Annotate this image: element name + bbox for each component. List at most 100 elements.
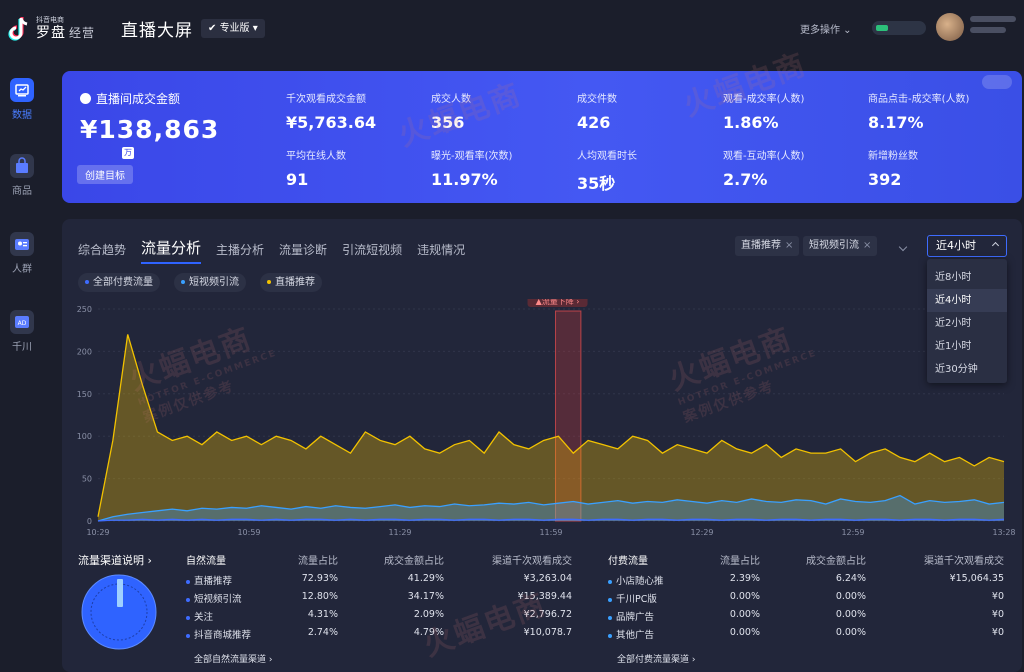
logo-subtitle: 抖音电商	[36, 16, 64, 24]
tab-traffic-diagnosis[interactable]: 流量诊断	[279, 243, 328, 257]
x-tick-label: 12:29	[690, 528, 713, 537]
sidebar-item-label: 商品	[12, 186, 32, 197]
channel-donut-chart	[81, 574, 157, 650]
kpi-hero-card: 直播间成交金额 ¥138,863 万 创建目标 千次观看成交金额 ¥5,763.6…	[62, 71, 1022, 203]
table-row[interactable]: 千川PC版 0.00% 0.00% ¥0	[608, 591, 1004, 605]
x-tick-label: 12:59	[841, 528, 864, 537]
table-row[interactable]: 小店随心推 2.39% 6.24% ¥15,064.35	[608, 573, 1004, 587]
sidebar-item-data[interactable]: 数据	[0, 78, 44, 138]
x-tick-label: 11:29	[388, 528, 411, 537]
main-kpi-value: ¥138,863	[80, 115, 220, 144]
kpi-item: 观看-成交率(人数) 1.86%	[723, 94, 805, 132]
more-operations-menu[interactable]: 更多操作 ⌄	[800, 25, 852, 36]
app-logo[interactable]: 抖音电商 罗盘 经营	[8, 13, 108, 45]
user-card-icon	[10, 232, 34, 256]
all-paid-channels-link[interactable]: 全部付费流量渠道 ›	[617, 655, 696, 665]
traffic-drop-tag	[527, 299, 588, 307]
douyin-logo-icon	[8, 17, 28, 41]
money-icon	[80, 93, 91, 104]
all-natural-channels-link[interactable]: 全部自然流量渠道 ›	[194, 655, 273, 665]
kpi-item: 曝光-观看率(次数) 11.97%	[431, 151, 513, 189]
traffic-drop-band	[555, 310, 582, 522]
shopping-bag-icon	[10, 154, 34, 178]
kpi-item: 新增粉丝数 392	[868, 151, 918, 189]
time-option[interactable]: 近8小时	[935, 272, 972, 283]
y-tick-label: 0	[87, 517, 92, 526]
x-tick-label: 10:59	[237, 528, 260, 537]
svg-text:AD: AD	[18, 320, 27, 327]
y-tick-label: 250	[77, 305, 92, 314]
table-row[interactable]: 品牌广告 0.00% 0.00% ¥0	[608, 609, 1004, 623]
traffic-analysis-panel: 综合趋势 流量分析 主播分析 流量诊断 引流短视频 违规情况 直播推荐 × 短视频…	[62, 219, 1022, 672]
chevron-down-icon[interactable]	[898, 242, 908, 252]
chevron-up-icon	[991, 241, 1000, 250]
tab-violations[interactable]: 违规情况	[417, 243, 466, 257]
tab-traffic-analysis[interactable]: 流量分析	[141, 239, 202, 264]
tab-short-video[interactable]: 引流短视频	[342, 243, 403, 257]
avatar[interactable]	[936, 13, 964, 41]
table-row[interactable]: 直播推荐 72.93% 41.29% ¥3,263.04	[186, 573, 572, 587]
settings-toggle-icon[interactable]	[982, 75, 1012, 89]
analysis-tabs: 综合趋势 流量分析 主播分析 流量诊断 引流短视频 违规情况	[78, 237, 480, 264]
close-icon[interactable]: ×	[863, 240, 872, 251]
kpi-item: 观看-互动率(人数) 2.7%	[723, 151, 805, 189]
tab-overall-trend[interactable]: 综合趋势	[78, 243, 127, 257]
sidebar-item-label: 人群	[12, 264, 32, 275]
x-tick-label: 10:29	[86, 528, 109, 537]
paid-traffic-table: 付费流量 流量占比 成交金额占比 渠道千次观看成交 小店随心推 2.39% 6.24…	[608, 552, 1004, 641]
kpi-item: 商品点击-成交率(人数) 8.17%	[868, 94, 970, 132]
sidebar-item-qianchuan[interactable]: AD 千川	[0, 310, 44, 370]
filter-tag[interactable]: 直播推荐 ×	[735, 236, 800, 256]
status-indicator[interactable]	[872, 21, 926, 35]
time-range-dropdown: 近8小时 近4小时 近2小时 近1小时 近30分钟	[927, 259, 1007, 383]
table-header: 付费流量 流量占比 成交金额占比 渠道千次观看成交	[608, 556, 1004, 567]
traffic-drop-label: ▲流量下降 ›	[536, 299, 580, 306]
close-icon[interactable]: ×	[785, 240, 794, 251]
kpi-item: 人均观看时长 35秒	[577, 151, 637, 193]
filter-tag[interactable]: 短视频引流 ×	[803, 236, 878, 256]
sidebar-item-audience[interactable]: 人群	[0, 232, 44, 292]
top-bar: 抖音电商 罗盘 经营 直播大屏 ✔ 专业版 ▾ 更多操作 ⌄	[0, 0, 1024, 58]
y-tick-label: 100	[77, 432, 92, 441]
series-line	[97, 494, 1005, 522]
sidebar-item-label: 千川	[12, 342, 32, 353]
table-row[interactable]: 短视频引流 12.80% 34.17% ¥15,389.44	[186, 591, 572, 605]
y-tick-label: 200	[77, 347, 92, 356]
time-option[interactable]: 近4小时	[927, 289, 1007, 312]
y-tick-label: 50	[82, 475, 92, 484]
edition-dropdown[interactable]: ✔ 专业版 ▾	[201, 19, 265, 38]
create-goal-button[interactable]: 创建目标	[77, 165, 133, 184]
logo-title: 罗盘 经营	[36, 25, 96, 41]
sidebar-item-label: 数据	[12, 110, 32, 121]
kpi-item: 平均在线人数 91	[286, 151, 346, 189]
sidebar-item-products[interactable]: 商品	[0, 154, 44, 214]
x-tick-label: 11:59	[539, 528, 562, 537]
page-title: 直播大屏	[121, 21, 193, 41]
x-tick-label: 13:28	[992, 528, 1015, 537]
sidebar: 数据 商品 人群 AD 千川	[0, 58, 44, 672]
main-kpi-label: 直播间成交金额	[80, 90, 180, 107]
time-option[interactable]: 近1小时	[935, 341, 972, 352]
user-info[interactable]	[970, 16, 1020, 38]
table-row[interactable]: 抖音商城推荐 2.74% 4.79% ¥10,078.7	[186, 627, 572, 641]
table-row[interactable]: 其他广告 0.00% 0.00% ¥0	[608, 627, 1004, 641]
legend-live-recommend[interactable]: 直播推荐	[260, 273, 322, 292]
series-area	[98, 495, 1004, 521]
channel-description-link[interactable]: 流量渠道说明 ›	[78, 554, 152, 567]
chart-icon	[10, 78, 34, 102]
table-row[interactable]: 关注 4.31% 2.09% ¥2,796.72	[186, 609, 572, 623]
table-header: 自然流量 流量占比 成交金额占比 渠道千次观看成交	[186, 556, 572, 567]
time-option[interactable]: 近2小时	[935, 318, 972, 329]
tab-host-analysis[interactable]: 主播分析	[216, 243, 265, 257]
unit-badge: 万	[122, 147, 134, 159]
kpi-item: 成交件数 426	[577, 94, 617, 132]
legend-paid-traffic[interactable]: 全部付费流量	[78, 273, 160, 292]
natural-traffic-table: 自然流量 流量占比 成交金额占比 渠道千次观看成交 直播推荐 72.93% 41.2…	[186, 552, 572, 641]
series-line	[97, 334, 1005, 517]
series-area	[98, 334, 1004, 521]
time-option[interactable]: 近30分钟	[935, 364, 978, 375]
ad-icon: AD	[10, 310, 34, 334]
legend-short-video[interactable]: 短视频引流	[174, 273, 246, 292]
time-range-select[interactable]: 近4小时	[927, 235, 1007, 257]
kpi-item: 千次观看成交金额 ¥5,763.64	[286, 94, 377, 132]
